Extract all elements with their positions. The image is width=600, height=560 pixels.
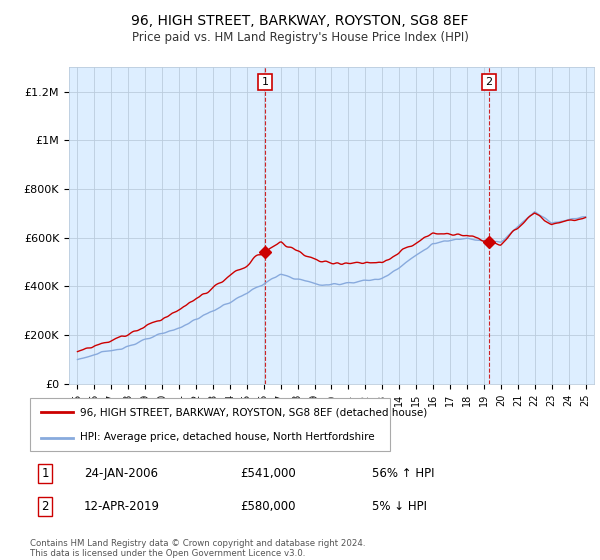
Text: 5% ↓ HPI: 5% ↓ HPI [372,500,427,514]
Text: £541,000: £541,000 [240,466,296,480]
Text: £580,000: £580,000 [240,500,296,514]
Text: 2: 2 [41,500,49,514]
Text: 96, HIGH STREET, BARKWAY, ROYSTON, SG8 8EF (detached house): 96, HIGH STREET, BARKWAY, ROYSTON, SG8 8… [80,408,428,418]
Text: Price paid vs. HM Land Registry's House Price Index (HPI): Price paid vs. HM Land Registry's House … [131,31,469,44]
Text: Contains HM Land Registry data © Crown copyright and database right 2024.
This d: Contains HM Land Registry data © Crown c… [30,539,365,558]
Text: 2: 2 [485,77,492,87]
Text: HPI: Average price, detached house, North Hertfordshire: HPI: Average price, detached house, Nort… [80,432,375,442]
FancyBboxPatch shape [30,398,390,451]
Text: 12-APR-2019: 12-APR-2019 [84,500,160,514]
Text: 24-JAN-2006: 24-JAN-2006 [84,466,158,480]
Text: 96, HIGH STREET, BARKWAY, ROYSTON, SG8 8EF: 96, HIGH STREET, BARKWAY, ROYSTON, SG8 8… [131,14,469,28]
Text: 1: 1 [262,77,268,87]
Text: 1: 1 [41,466,49,480]
Text: 56% ↑ HPI: 56% ↑ HPI [372,466,434,480]
